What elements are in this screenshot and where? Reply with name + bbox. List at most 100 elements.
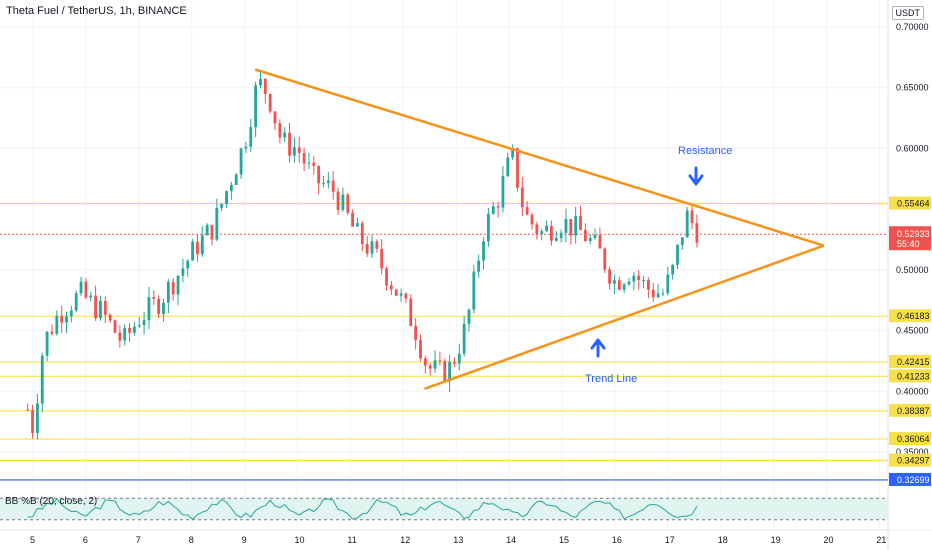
- candle-body: [564, 219, 568, 233]
- candle-body: [229, 184, 233, 192]
- candle-body: [307, 162, 311, 164]
- candle-body: [200, 235, 204, 255]
- candle-body: [423, 358, 427, 366]
- candle-body: [486, 213, 490, 242]
- price-axis[interactable]: 0.70000 0.65000 0.60000 0.50000 0.45000 0.400…: [889, 0, 932, 530]
- candle-body: [622, 284, 626, 290]
- candle-body: [394, 289, 398, 296]
- horizontal-levels: [0, 202, 888, 481]
- candle-body: [346, 194, 350, 213]
- candle-body: [99, 300, 102, 319]
- candle-body: [627, 281, 631, 285]
- candle-body: [74, 293, 78, 311]
- candle-body: [680, 237, 684, 245]
- candle-body: [312, 162, 316, 166]
- candle-body: [118, 332, 122, 341]
- candle-body: [351, 212, 355, 227]
- candle-body: [254, 85, 258, 128]
- time-tick: 9: [242, 535, 247, 545]
- candle-body: [506, 157, 510, 177]
- candle-body: [94, 295, 97, 319]
- time-tick: 18: [718, 535, 728, 545]
- time-tick: 20: [824, 535, 834, 545]
- current-price-label: 0.52933: [897, 229, 930, 239]
- candle-body: [676, 244, 679, 265]
- candle-body: [259, 78, 262, 86]
- candle-body: [419, 340, 422, 359]
- candle-body: [239, 148, 243, 175]
- trend-line-label: Trend Line: [585, 373, 637, 385]
- candle-body: [84, 281, 88, 298]
- candle-body: [186, 260, 190, 269]
- candle-body: [491, 206, 495, 214]
- candle-body: [656, 293, 660, 298]
- candle-body: [40, 355, 44, 404]
- time-tick: 19: [771, 535, 781, 545]
- indicator-band: [0, 498, 888, 520]
- candle-body: [147, 297, 151, 321]
- candle-body: [385, 268, 388, 286]
- candle-body: [443, 360, 447, 382]
- level-tag: [889, 432, 931, 446]
- indicator-label[interactable]: BB %B (20, close, 2): [5, 496, 98, 507]
- arrow-down-icon: [688, 166, 704, 186]
- candle-body: [414, 325, 418, 341]
- level-tag-label: 0.36064: [897, 434, 930, 444]
- candle-body: [205, 225, 209, 236]
- candle-body: [583, 230, 587, 242]
- level-tag: [889, 369, 931, 383]
- candle-body: [103, 300, 107, 315]
- resistance-label: Resistance: [678, 145, 732, 157]
- candle-body: [273, 111, 277, 124]
- price-tick: 0.65000: [896, 83, 929, 93]
- candle-body: [128, 327, 131, 333]
- candle-body: [220, 203, 224, 208]
- candle-body: [695, 223, 699, 243]
- candle-body: [45, 331, 49, 356]
- level-tag-label: 0.41233: [897, 371, 930, 381]
- level-tag-label: 0.55464: [897, 199, 930, 209]
- candle-body: [409, 298, 413, 326]
- time-tick: 7: [136, 535, 141, 545]
- candle-body: [322, 183, 325, 185]
- candle-body: [55, 315, 59, 334]
- countdown-label: 55:40: [897, 239, 920, 249]
- price-tick: 0.60000: [896, 143, 929, 153]
- level-tag: [889, 354, 931, 368]
- time-tick: 17: [665, 535, 675, 545]
- candle-body: [336, 191, 340, 210]
- candle-body: [569, 219, 573, 236]
- candle-body: [685, 210, 689, 238]
- candle-body: [31, 409, 34, 434]
- candle-body: [617, 280, 621, 290]
- annotations: Resistance Trend Line: [585, 145, 732, 385]
- candle-body: [89, 295, 93, 298]
- candle-body: [317, 165, 321, 184]
- candle-body: [457, 353, 461, 364]
- candle-body: [249, 127, 253, 147]
- candle-body: [574, 215, 578, 236]
- time-tick: 12: [400, 535, 410, 545]
- candle-body: [559, 232, 563, 238]
- candle-body: [268, 93, 272, 112]
- candle-body: [399, 293, 403, 296]
- candle-body: [360, 223, 364, 244]
- time-tick: 10: [295, 535, 305, 545]
- candle-body: [540, 231, 544, 234]
- candle-body: [550, 225, 553, 241]
- currency-badge[interactable]: USDT: [891, 6, 924, 20]
- candle-body: [438, 360, 442, 362]
- candle-body: [632, 275, 636, 282]
- time-tick: 14: [506, 535, 516, 545]
- candle-body: [108, 314, 112, 321]
- candle-body: [428, 365, 432, 369]
- candle-body: [647, 279, 650, 290]
- candle-body: [496, 206, 500, 208]
- candle-body: [608, 269, 612, 284]
- candle-body: [152, 297, 156, 299]
- candle-body: [225, 191, 228, 204]
- price-tick: 0.70000: [896, 22, 929, 32]
- level-tag-label: 0.34297: [897, 456, 930, 466]
- time-axis[interactable]: 5 6 7 8 9 10 11 12 13 14 15 16 17 18 19 20 21: [30, 535, 886, 545]
